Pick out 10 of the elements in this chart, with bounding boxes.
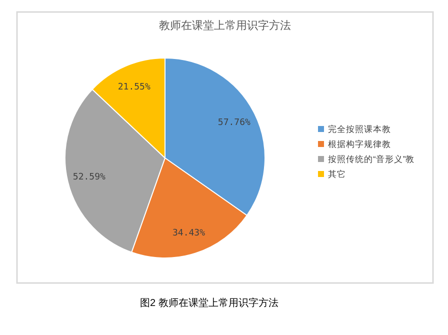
chart-title: 教师在课堂上常用识字方法	[159, 19, 291, 32]
data-label: 52.59%	[72, 172, 106, 182]
data-label: 21.55%	[118, 82, 151, 92]
legend-label: 其它	[328, 169, 346, 179]
data-label: 34.43%	[172, 228, 206, 238]
legend-label: 根据构字规律教	[328, 139, 391, 149]
legend-label: 按照传统的“音形义”教	[328, 154, 415, 164]
caption: 图2 教师在课堂上常用识字方法	[140, 297, 278, 309]
data-label: 57.76%	[218, 118, 252, 128]
legend-label: 完全按照课本教	[328, 124, 391, 134]
